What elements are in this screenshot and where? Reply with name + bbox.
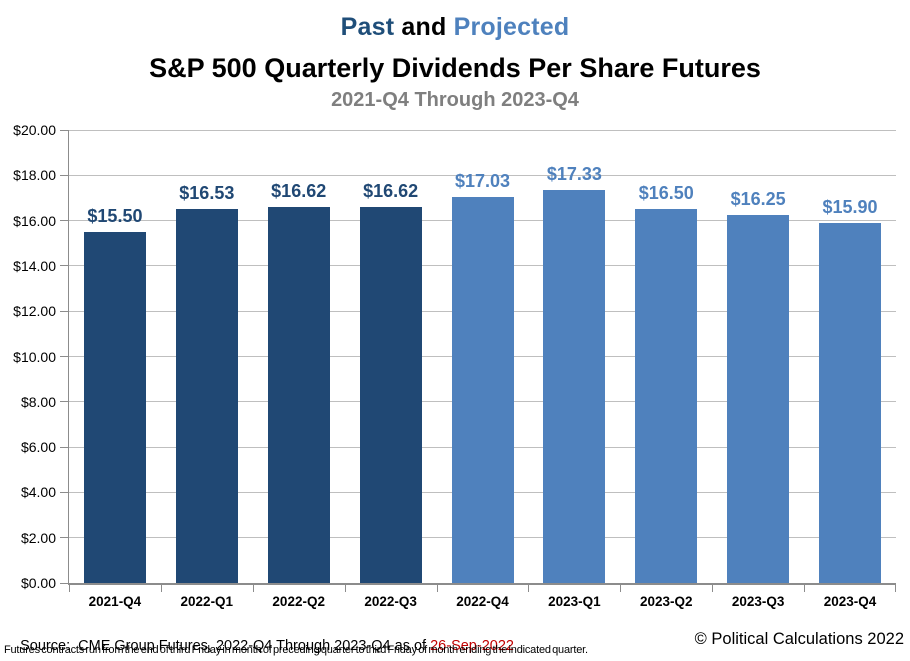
y-axis-label: $12.00 [13,303,56,320]
y-axis-label: $16.00 [13,212,56,229]
y-axis-tick [60,537,69,538]
x-axis-tick [437,583,438,592]
y-axis-label: $2.00 [20,529,56,546]
x-axis-tick [253,583,254,592]
y-axis-tick [60,130,69,131]
bar-2023-Q2 [635,209,698,583]
bar-2023-Q1 [543,190,606,583]
y-axis-label: $10.00 [13,348,56,365]
bar-2022-Q4 [451,197,514,583]
x-axis-label: 2023-Q1 [548,594,601,609]
source-text: Source: CME Group Futures, 2022-Q4 Throu… [20,638,431,654]
x-axis-tick [895,583,896,592]
chart-subtitle: 2021-Q4 Through 2023-Q4 [331,89,579,111]
bar-value-label: $17.33 [546,164,602,185]
plot-area: $15.50 2021-Q4 $16.53 2022-Q1 $16.62 2022-Q2 $… [60,130,896,609]
bar-value-label: $15.90 [822,196,878,217]
y-axis-tick [60,220,69,221]
bar-2023-Q3 [727,214,790,583]
bar-value-label: $16.62 [363,180,419,201]
bar-value-label: $17.03 [454,171,511,192]
x-axis-label: 2023-Q2 [639,594,693,609]
y-axis-tick [60,356,69,357]
title-word-projected: Projected [453,13,570,41]
x-axis-tick [345,583,346,592]
x-axis-label: 2022-Q4 [456,594,509,609]
chart-title-line2: S&P 500 Quarterly Dividends Per Share Fu… [149,53,761,83]
y-axis-tick [60,447,69,448]
bar-2022-Q2 [267,206,330,583]
bar-value-label: $16.25 [730,188,786,209]
x-axis-tick [804,583,805,592]
x-axis-label: 2023-Q3 [731,594,785,609]
bar-value-label: $15.50 [87,205,143,226]
x-axis-tick [161,583,162,592]
x-axis-tick [620,583,621,592]
gridline [69,175,896,176]
bar-2022-Q3 [359,206,422,583]
bar-2023-Q4 [819,222,882,583]
y-axis-tick [60,311,69,312]
source-line: Source: CME Group Futures, 2022-Q4 Throu… [4,622,514,661]
footnote: Futures contracts run from the end of th… [4,644,588,656]
y-axis-label: $20.00 [13,122,56,138]
x-axis-tick [712,583,713,592]
y-axis-tick [60,265,69,266]
copyright: © Political Calculations 2022 [694,630,904,648]
y-axis-label: $0.00 [20,575,56,591]
y-axis-tick [60,583,69,584]
y-axis-label: $6.00 [20,439,56,456]
bar-2021-Q4 [83,231,146,583]
y-axis-label: $18.00 [13,167,56,184]
bar-value-label: $16.53 [179,182,235,203]
y-axis-tick [60,175,69,176]
x-axis-label: 2023-Q4 [823,594,877,609]
bar-value-label: $16.62 [271,180,327,201]
x-axis-label: 2022-Q3 [364,594,417,609]
y-axis-label: $4.00 [20,484,56,501]
gridline [69,130,896,131]
x-axis-tick [69,583,70,592]
y-axis-label: $8.00 [20,393,56,410]
bar-value-label: $16.50 [638,183,694,204]
x-axis-tick [528,583,529,592]
title-word-and: and [394,13,454,41]
x-axis-label: 2022-Q1 [180,594,234,609]
chart-title-line1: Past and Projected [0,13,910,42]
y-axis-label: $14.00 [13,257,56,274]
x-axis-label: 2022-Q2 [272,594,325,609]
y-axis-tick [60,492,69,493]
title-word-past: Past [340,13,395,41]
bar-2022-Q1 [175,208,238,583]
source-date: 26-Sep-2022 [430,638,514,654]
x-axis-label: 2021-Q4 [88,594,142,609]
y-axis-tick [60,401,69,402]
